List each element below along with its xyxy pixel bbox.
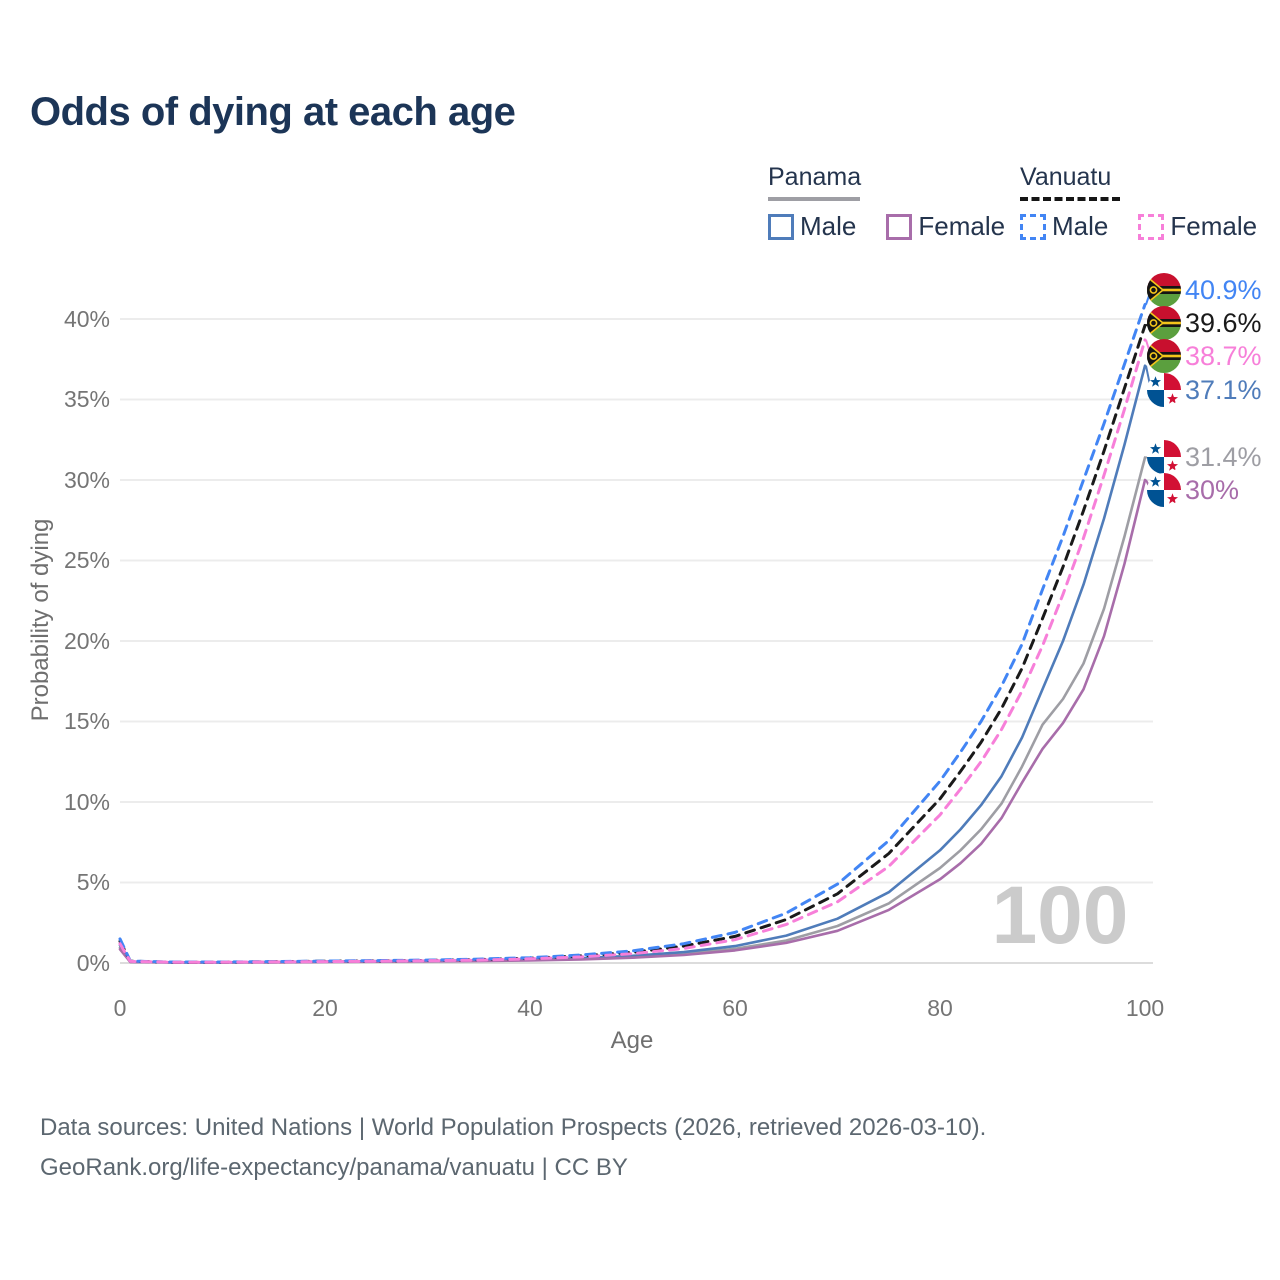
vanuatu-line-style-indicator	[1020, 197, 1120, 201]
x-tick-20: 20	[312, 995, 338, 1021]
y-tick-0: 0%	[77, 950, 110, 976]
curve-vanuatu	[118, 323, 1147, 964]
legend-item-vanuatu-female[interactable]: Female	[1138, 211, 1257, 242]
vanuatu-female-label: Female	[1170, 211, 1258, 241]
curve-vanuatu-female	[118, 338, 1147, 964]
vanuatu-male-swatch-icon	[1020, 213, 1046, 240]
legend-item-panama-female[interactable]: Female	[886, 211, 1005, 242]
x-tick-40: 40	[517, 995, 543, 1021]
panama-female-swatch-icon	[886, 213, 913, 240]
x-tick-100: 100	[1126, 995, 1164, 1021]
vanuatu-flag-icon	[1146, 339, 1181, 373]
y-tick-30: 30%	[64, 467, 110, 493]
gridlines	[120, 318, 1153, 964]
panama-flag-icon	[1147, 440, 1181, 474]
end-label-panama-female: 30%	[1185, 475, 1239, 505]
x-tick-80: 80	[927, 995, 953, 1021]
legend-vanuatu-items: Male Female	[1020, 211, 1257, 242]
end-label-vanuatu-female: 38.7%	[1185, 341, 1262, 371]
mortality-curves	[118, 303, 1147, 964]
footer-attribution: GeoRank.org/life-expectancy/panama/vanua…	[40, 1154, 628, 1181]
y-tick-25: 25%	[64, 547, 110, 573]
vanuatu-female-swatch-icon	[1138, 213, 1165, 240]
vanuatu-flag-icon	[1146, 273, 1181, 307]
y-tick-10: 10%	[64, 789, 110, 815]
y-tick-5: 5%	[77, 869, 110, 895]
footer: Data sources: United Nations | World Pop…	[40, 1108, 986, 1188]
legend-item-vanuatu-male[interactable]: Male	[1020, 211, 1108, 242]
panama-line-style-indicator	[768, 197, 860, 201]
x-tick-0: 0	[114, 995, 127, 1021]
x-axis-title: Age	[611, 1027, 654, 1054]
legend-panama-items: Male Female	[768, 211, 1005, 242]
y-tick-15: 15%	[64, 708, 110, 734]
end-label-panama-total: 31.4%	[1185, 442, 1262, 472]
panama-male-label: Male	[800, 211, 857, 241]
y-tick-40: 40%	[64, 306, 110, 332]
y-tick-35: 35%	[64, 386, 110, 412]
legend-vanuatu-label[interactable]: Vanuatu	[1020, 163, 1112, 191]
y-axis-title: Probability of dying	[27, 519, 54, 722]
panama-female-label: Female	[918, 211, 1006, 241]
footer-datasource: Data sources: United Nations | World Pop…	[40, 1114, 987, 1141]
end-label-vanuatu-total: 39.6%	[1185, 308, 1262, 338]
page-title: Odds of dying at each age	[30, 90, 516, 134]
panama-male-swatch-icon	[768, 213, 794, 240]
legend-panama-label[interactable]: Panama	[768, 163, 862, 191]
y-tick-20: 20%	[64, 628, 110, 654]
vanuatu-male-label: Male	[1052, 211, 1109, 241]
panama-flag-icon	[1147, 373, 1181, 407]
vanuatu-flag-icon	[1146, 306, 1181, 340]
legend-panama-group: Panama Male Female	[768, 163, 1005, 242]
end-label-panama-male: 37.1%	[1185, 375, 1262, 405]
panama-flag-icon	[1147, 473, 1181, 507]
legend-item-panama-male[interactable]: Male	[768, 211, 856, 242]
legend-vanuatu-group: Vanuatu Male Female	[1020, 163, 1257, 242]
end-label-vanuatu-male: 40.9%	[1185, 275, 1262, 305]
x-tick-60: 60	[722, 995, 748, 1021]
age-watermark: 100	[992, 870, 1129, 961]
curve-vanuatu-male	[118, 303, 1147, 964]
